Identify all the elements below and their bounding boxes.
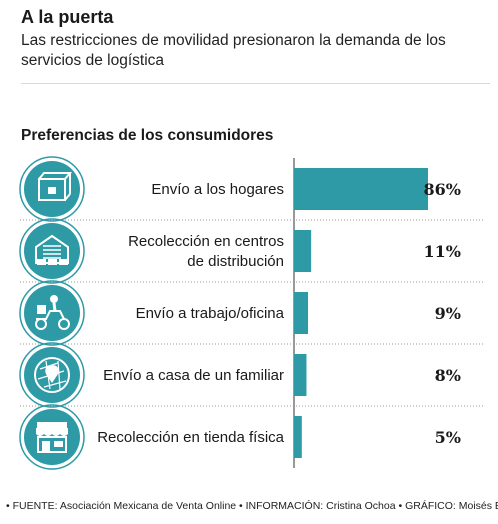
section-title: Preferencias de los consumidores xyxy=(21,127,274,144)
source-footer: • FUENTE: Asociación Mexicana de Venta O… xyxy=(6,500,498,512)
icon-ring xyxy=(19,280,85,346)
icon-ring xyxy=(19,218,85,284)
icon-ring xyxy=(19,342,85,408)
chart-title: A la puerta xyxy=(21,7,114,27)
top-divider xyxy=(21,83,490,84)
bar-chart: Envío a los hogares 86% Recolección en cen… xyxy=(19,156,485,470)
storefront-icon xyxy=(36,422,68,453)
value-label: 9% xyxy=(435,304,461,323)
bar xyxy=(294,168,428,210)
bar xyxy=(294,230,312,272)
category-label: Envío a trabajo/oficina xyxy=(136,305,285,322)
icon-circle xyxy=(24,285,80,341)
value-label: 8% xyxy=(435,366,461,385)
bar xyxy=(294,354,307,396)
map-pin-icon xyxy=(34,357,70,393)
category-label: de distribución xyxy=(187,253,284,270)
bar xyxy=(294,292,309,334)
bar xyxy=(294,416,302,458)
delivery-scooter-icon xyxy=(35,295,70,330)
chart-subtitle: Las restricciones de movilidad presionar… xyxy=(21,32,446,69)
icon-ring xyxy=(19,156,85,222)
warehouse-icon xyxy=(35,234,69,265)
value-label: 5% xyxy=(435,428,461,447)
icon-circle xyxy=(24,223,80,279)
package-box-icon xyxy=(38,172,73,201)
category-label: Envío a los hogares xyxy=(151,181,284,198)
icon-ring xyxy=(19,404,85,470)
category-label: Recolección en centros xyxy=(128,233,284,250)
category-label: Recolección en tienda física xyxy=(97,429,284,446)
category-label: Envío a casa de un familiar xyxy=(103,367,284,384)
value-label: 86% xyxy=(424,180,461,199)
value-label: 11% xyxy=(424,242,461,261)
